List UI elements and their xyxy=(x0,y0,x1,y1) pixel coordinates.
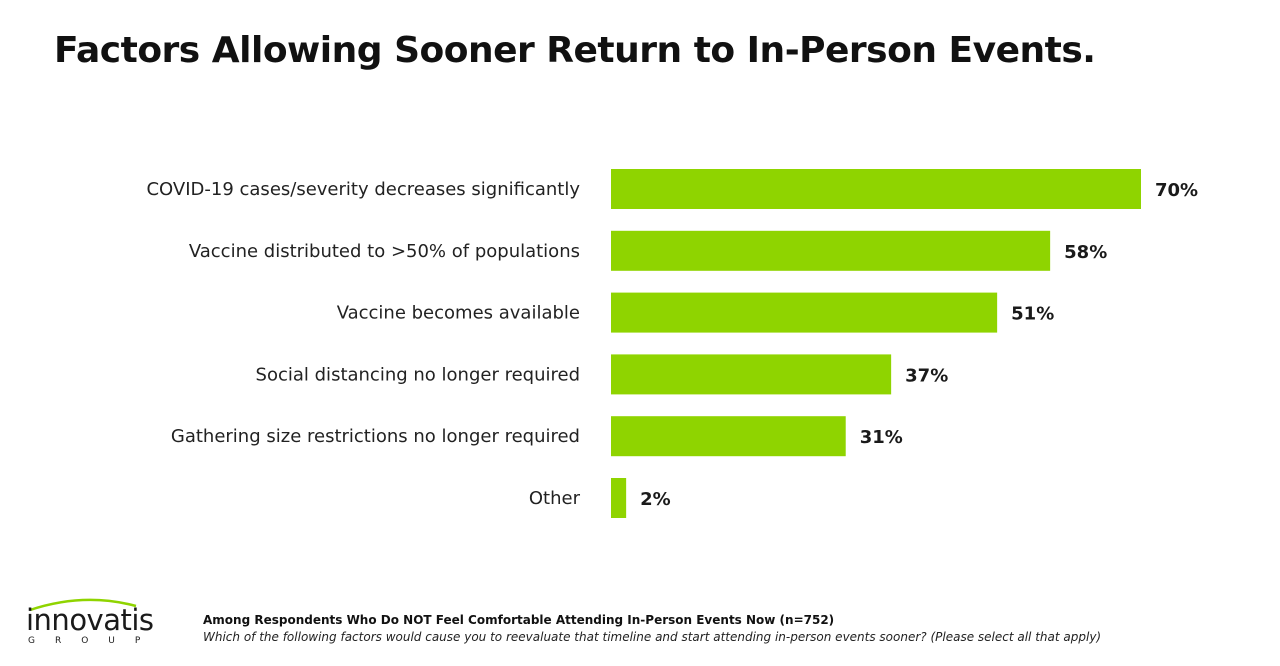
bars-group: COVID-19 cases/severity decreases signif… xyxy=(146,169,1198,518)
logo-swoosh-icon xyxy=(29,598,137,612)
category-label: Other xyxy=(529,488,581,509)
bar xyxy=(611,292,998,333)
bar xyxy=(611,478,627,518)
bar-chart: COVID-19 cases/severity decreases signif… xyxy=(146,169,1198,518)
footnote-base: Among Respondents Who Do NOT Feel Comfor… xyxy=(203,613,835,627)
value-label: 37% xyxy=(905,365,948,386)
bar xyxy=(611,230,1051,271)
value-label: 31% xyxy=(860,427,903,448)
value-label: 51% xyxy=(1011,304,1054,325)
value-label: 58% xyxy=(1064,242,1107,263)
category-label: Vaccine distributed to >50% of populatio… xyxy=(189,241,580,262)
bar xyxy=(611,416,846,457)
category-label: COVID-19 cases/severity decreases signif… xyxy=(146,179,580,200)
value-label: 2% xyxy=(640,489,671,510)
logo-subword: GROUP xyxy=(28,636,161,646)
footnote-question: Which of the following factors would cau… xyxy=(203,630,1102,644)
category-label: Social distancing no longer required xyxy=(256,364,580,385)
innovatis-logo: innovatis GROUP xyxy=(24,594,164,650)
logo-wordmark: innovatis xyxy=(26,603,154,637)
category-label: Gathering size restrictions no longer re… xyxy=(171,426,580,447)
category-label: Vaccine becomes available xyxy=(337,303,580,324)
bar xyxy=(611,354,892,395)
chart-title: Factors Allowing Sooner Return to In-Per… xyxy=(54,30,1096,71)
value-label: 70% xyxy=(1155,180,1198,201)
bar xyxy=(611,169,1141,209)
